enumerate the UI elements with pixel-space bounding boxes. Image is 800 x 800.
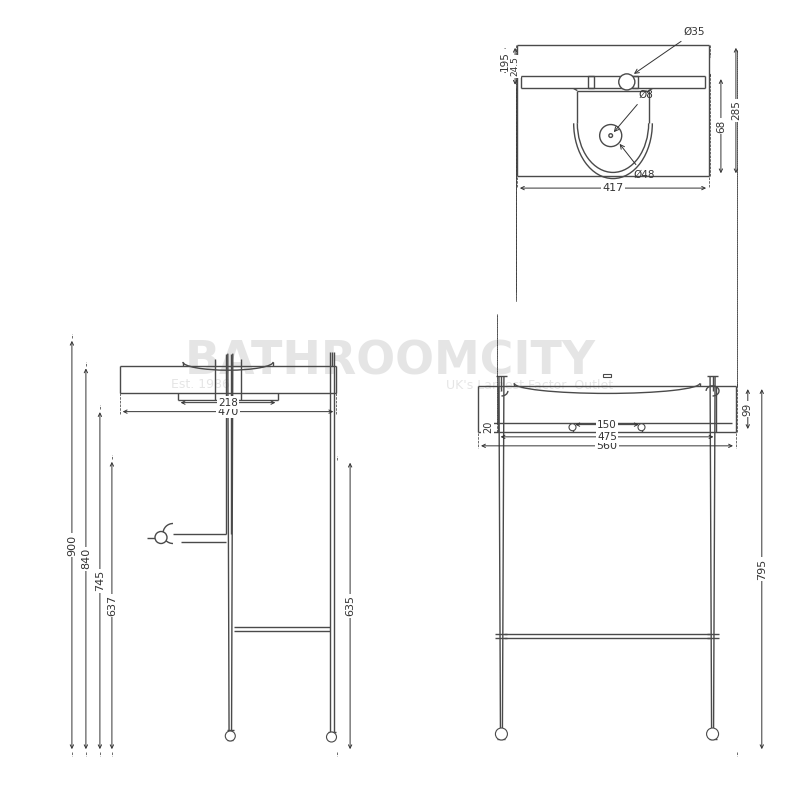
Text: 470: 470 [218, 406, 238, 417]
Text: Ø8: Ø8 [614, 90, 653, 131]
Circle shape [706, 728, 718, 740]
Circle shape [569, 424, 576, 430]
Text: 20: 20 [482, 421, 493, 434]
Circle shape [618, 74, 635, 90]
Text: UK's Largest Factor  Outlet: UK's Largest Factor Outlet [446, 378, 614, 391]
Text: 840: 840 [81, 548, 91, 570]
Text: 795: 795 [757, 558, 766, 580]
Circle shape [155, 531, 167, 543]
Text: 745: 745 [95, 570, 105, 591]
Bar [588, 76, 594, 87]
Text: 417: 417 [602, 183, 624, 193]
Circle shape [609, 134, 613, 138]
Text: BATHROOMCITY: BATHROOMCITY [185, 339, 595, 385]
Text: Est. 1986: Est. 1986 [170, 378, 230, 391]
Text: 99: 99 [742, 402, 753, 416]
Circle shape [226, 731, 235, 741]
Circle shape [326, 732, 337, 742]
Circle shape [600, 125, 622, 146]
Text: 475: 475 [597, 432, 617, 442]
Text: 285: 285 [731, 101, 741, 121]
Text: 635: 635 [345, 595, 355, 617]
Text: 637: 637 [107, 595, 117, 616]
Text: 24.5: 24.5 [510, 56, 519, 76]
Bar [603, 374, 611, 377]
Circle shape [638, 424, 645, 430]
Circle shape [495, 728, 507, 740]
Text: Ø35: Ø35 [635, 27, 706, 74]
Text: 900: 900 [67, 534, 77, 555]
Bar [632, 76, 638, 87]
Text: 68: 68 [716, 119, 726, 133]
Text: 195: 195 [500, 50, 510, 70]
Text: Ø48: Ø48 [620, 145, 654, 179]
Text: 560: 560 [597, 441, 618, 451]
Text: 150: 150 [597, 420, 617, 430]
Text: 218: 218 [218, 398, 238, 408]
